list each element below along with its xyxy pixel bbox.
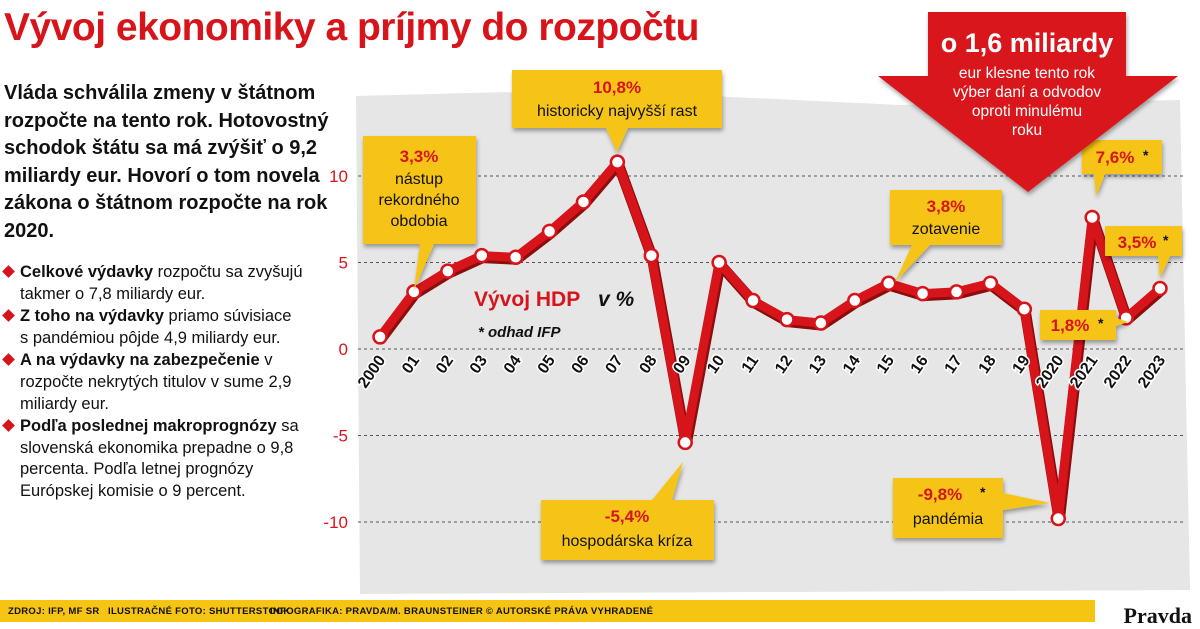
footer-bar: ZDROJ: IFP, MF SR ILUSTRAČNÉ FOTO: SHUTT… bbox=[0, 600, 1200, 627]
callout-minus-9-8 bbox=[893, 478, 1050, 538]
footer-strip bbox=[0, 600, 1095, 622]
callout-value: 3,5% bbox=[1118, 233, 1157, 252]
data-point bbox=[1084, 209, 1100, 226]
data-point bbox=[1152, 280, 1168, 297]
callout-label: obdobia bbox=[391, 213, 448, 230]
data-point bbox=[813, 315, 829, 331]
callout-star: * bbox=[1143, 147, 1149, 163]
bullet-bold: Z toho na výdavky bbox=[20, 307, 164, 326]
callout-star: * bbox=[1163, 232, 1169, 248]
data-point bbox=[677, 434, 693, 451]
arrow-text-line: výber daní a odvodov bbox=[953, 84, 1101, 101]
y-tick-label: 0 bbox=[339, 340, 348, 359]
bullet-bold: Podľa poslednej makroprognózy bbox=[20, 417, 277, 436]
callout-3-5 bbox=[1105, 226, 1182, 278]
bullet-bold: Celkové výdavky bbox=[20, 263, 154, 281]
data-point bbox=[541, 223, 558, 240]
footer-source: ZDROJ: IFP, MF SR bbox=[8, 606, 100, 617]
callout-value: 7,6% bbox=[1096, 148, 1135, 167]
callout-10-8 bbox=[512, 70, 722, 152]
arrow-headline: o 1,6 miliardy bbox=[941, 28, 1114, 58]
y-tick-label: 10 bbox=[329, 167, 348, 186]
intro-text: Vláda schválila zmeny v štátnom rozpočte… bbox=[4, 82, 329, 242]
series-points bbox=[372, 154, 1168, 527]
callout-label: historicky najvyšší rast bbox=[537, 103, 698, 120]
data-point bbox=[982, 275, 999, 292]
callout-value: -9,8% bbox=[918, 485, 962, 504]
data-point bbox=[643, 247, 660, 264]
chart-title: Vývoj HDP bbox=[474, 288, 580, 311]
bullet-item: Z toho na výdavky priamo súvisiace s pan… bbox=[2, 306, 304, 349]
data-point bbox=[847, 292, 863, 309]
footer-photo-credit: ILUSTRAČNÉ FOTO: SHUTTERSTOCK bbox=[108, 606, 291, 617]
data-point bbox=[880, 275, 897, 292]
data-point bbox=[948, 284, 965, 300]
data-point bbox=[372, 329, 388, 345]
footer-credit: INFOGRAFIKA: PRAVDA/M. BRAUNSTEINER © AU… bbox=[270, 606, 654, 617]
callout-label: nástup bbox=[395, 171, 443, 188]
bullet-text: sa slovenská ekonomika prepadne o 9,8 pe… bbox=[20, 417, 299, 500]
bullet-text: v rozpočte nekrytých titulov v sume 2,9 … bbox=[20, 351, 292, 413]
callout-label: rekordného bbox=[379, 192, 460, 209]
callout-value: 10,8% bbox=[593, 78, 641, 97]
arrow-text-line: oproti minulému bbox=[972, 103, 1082, 120]
callout-value: 3,3% bbox=[400, 147, 439, 166]
red-arrow-callout bbox=[878, 12, 1178, 192]
bullet-text: priamo súvisiace s pandémiou pôjde 4,9 m… bbox=[20, 307, 292, 347]
callout-star: * bbox=[1098, 315, 1104, 331]
bullet-text: rozpočtu sa zvyšujú takmer o 7,8 miliard… bbox=[20, 263, 303, 303]
callout-star: * bbox=[980, 484, 986, 500]
data-point bbox=[711, 254, 727, 271]
data-point bbox=[745, 292, 761, 309]
callout-3-8 bbox=[890, 190, 1002, 282]
callout-1-8 bbox=[1040, 310, 1128, 340]
chart-unit: v % bbox=[598, 288, 635, 311]
bullet-item: Podľa poslednej makroprognózy sa slovens… bbox=[2, 416, 304, 502]
data-point bbox=[473, 247, 490, 264]
callout-value: -5,4% bbox=[605, 507, 649, 526]
y-tick-label: -10 bbox=[323, 513, 348, 532]
callout-value: 3,8% bbox=[927, 197, 966, 216]
callout-7-6 bbox=[1082, 140, 1162, 196]
y-tick-labels: 10 5 0 -5 -10 bbox=[323, 167, 348, 532]
callout-label: pandémia bbox=[913, 511, 983, 528]
data-point bbox=[440, 263, 456, 279]
callout-3-3 bbox=[363, 136, 476, 290]
callout-minus-5-4 bbox=[541, 462, 714, 560]
y-tick-label: -5 bbox=[333, 427, 348, 446]
callout-value: 1,8% bbox=[1051, 316, 1090, 335]
pravda-logo: Pravda bbox=[1123, 603, 1192, 628]
data-point bbox=[779, 311, 795, 328]
arrow-text-line: eur klesne tento rok bbox=[959, 65, 1095, 82]
bullet-bold: A na výdavky na zabezpečenie bbox=[20, 351, 260, 370]
callout-label: zotavenie bbox=[912, 221, 981, 238]
data-point bbox=[406, 284, 422, 300]
data-point bbox=[1016, 301, 1033, 317]
bullet-item: A na výdavky na zabezpečenie v rozpočte … bbox=[2, 350, 304, 415]
data-point bbox=[609, 154, 626, 170]
data-point bbox=[914, 285, 931, 302]
page-title: Vývoj ekonomiky a príjmy do rozpočtu bbox=[4, 6, 700, 49]
bullet-item: Celkové výdavky rozpočtu sa zvyšujú takm… bbox=[2, 262, 304, 305]
chart-legend: Vývoj HDP v % * odhad IFP bbox=[474, 288, 635, 341]
y-tick-label: 5 bbox=[339, 254, 348, 273]
bullet-list: Celkové výdavky rozpočtu sa zvyšujú takm… bbox=[2, 262, 304, 504]
data-point bbox=[507, 249, 524, 266]
data-point bbox=[1050, 510, 1067, 527]
data-point bbox=[575, 194, 592, 210]
chart-note: * odhad IFP bbox=[478, 324, 561, 341]
arrow-text-line: roku bbox=[1012, 122, 1042, 139]
callout-label: hospodárska kríza bbox=[562, 533, 693, 550]
